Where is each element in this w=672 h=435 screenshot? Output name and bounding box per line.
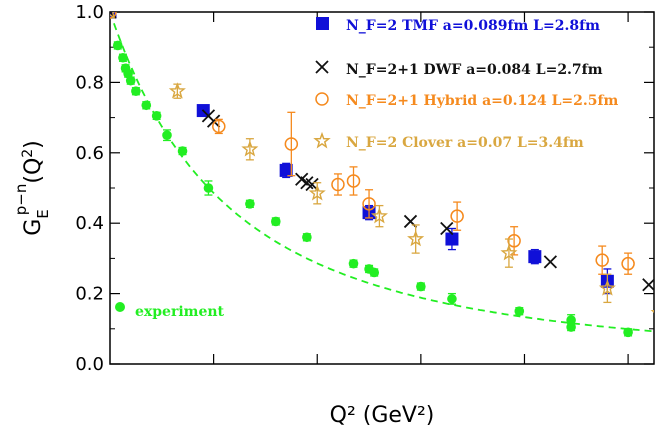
data-point [416, 281, 426, 292]
data-point [270, 216, 281, 227]
data-point [308, 184, 326, 201]
legend-label-hybrid: N_F=2+1 Hybrid a=0.124 L=2.5fm [346, 93, 619, 109]
data-point [369, 267, 380, 278]
data-point [450, 209, 464, 223]
data-point [168, 82, 186, 99]
y-tick-label: 0.0 [75, 354, 104, 375]
data-point [203, 183, 214, 193]
legend-marker-tmf [316, 17, 329, 30]
data-point [245, 199, 255, 209]
data-point [407, 229, 425, 247]
data-point [302, 232, 312, 243]
series-3 [110, 12, 635, 275]
data-point [125, 75, 136, 86]
data-point [131, 86, 141, 96]
data-point [623, 327, 633, 338]
data-point [162, 130, 172, 140]
legend-marker-clover [313, 131, 331, 149]
series-2 [110, 12, 654, 292]
x-axis-label: Q² (GeV²) [330, 403, 435, 428]
legend-label-dwf: N_F=2+1 DWF a=0.084 L=2.7fm [346, 62, 603, 78]
y-tick-label: 0.8 [75, 72, 104, 93]
data-marks [110, 12, 654, 338]
data-point [141, 100, 152, 111]
y-tick-label: 0.2 [75, 284, 104, 305]
data-point [206, 114, 221, 128]
y-tick-label: 0.4 [75, 213, 104, 234]
data-point [445, 232, 459, 246]
data-point [346, 174, 361, 188]
legend-label-tmf: N_F=2 TMF a=0.089fm L=2.8fm [346, 18, 600, 34]
series-4 [110, 12, 654, 321]
data-point [595, 253, 609, 267]
data-point [403, 214, 418, 229]
data-point [151, 111, 162, 121]
data-point [440, 221, 454, 236]
axis-ticks: 0.0 0.2 0.4 0.6 0.8 1.0 [75, 2, 654, 375]
data-point [566, 322, 576, 332]
data-point [566, 315, 576, 325]
data-point [348, 258, 359, 269]
series-0 [112, 40, 633, 338]
legend-label-clover: N_F=2 Clover a=0.07 L=3.4fm [346, 135, 584, 151]
data-point [621, 256, 635, 271]
legend-marker-hybrid [315, 92, 329, 106]
data-point [212, 119, 226, 134]
data-point [177, 146, 188, 156]
data-point [279, 163, 293, 177]
data-point [528, 250, 542, 264]
data-point [642, 278, 654, 292]
data-point [507, 234, 521, 248]
data-point [598, 279, 616, 296]
y-tick-label: 0.6 [75, 143, 104, 164]
legend-marker-experiment [115, 302, 125, 312]
data-point [543, 255, 558, 269]
data-point [514, 306, 525, 317]
data-point [362, 197, 376, 211]
legend-marker-dwf [315, 60, 329, 74]
data-point [500, 244, 518, 261]
y-tick-label: 1.0 [75, 2, 104, 23]
data-point [370, 207, 389, 224]
y-axis-title: GEp−n(Q2) [12, 140, 52, 236]
data-point [331, 177, 345, 192]
data-point [284, 137, 299, 151]
y-axis-label: GEp−n(Q2) [12, 140, 52, 236]
data-point [112, 40, 123, 51]
data-point [241, 140, 259, 157]
data-point [118, 52, 128, 63]
legend-label-experiment: experiment [135, 304, 225, 320]
fit-curve [110, 12, 654, 333]
legend: N_F=2 TMF a=0.089fm L=2.8fm N_F=2+1 DWF … [115, 17, 619, 320]
data-point [447, 294, 457, 304]
fit-line [110, 12, 654, 333]
